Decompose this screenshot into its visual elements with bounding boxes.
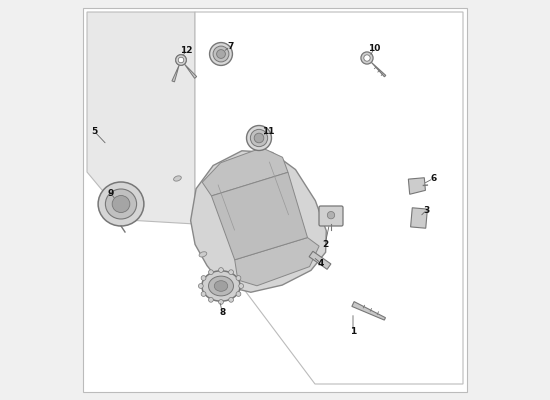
Circle shape (236, 292, 241, 296)
Ellipse shape (202, 271, 240, 301)
Ellipse shape (98, 182, 144, 226)
Circle shape (201, 276, 206, 280)
FancyBboxPatch shape (319, 206, 343, 226)
Circle shape (178, 57, 184, 63)
Circle shape (229, 270, 234, 274)
Ellipse shape (213, 46, 229, 62)
Circle shape (361, 52, 373, 64)
Text: 9: 9 (108, 189, 114, 198)
Circle shape (218, 300, 223, 304)
Circle shape (229, 298, 234, 302)
Polygon shape (191, 151, 326, 292)
Text: 3: 3 (423, 206, 430, 215)
Ellipse shape (246, 126, 272, 150)
Ellipse shape (112, 196, 130, 212)
Ellipse shape (208, 276, 234, 296)
Circle shape (208, 270, 213, 274)
Ellipse shape (174, 176, 182, 181)
Text: 5: 5 (91, 127, 97, 136)
Text: 4: 4 (318, 259, 324, 268)
Ellipse shape (210, 42, 233, 66)
Circle shape (175, 55, 186, 65)
Polygon shape (408, 178, 425, 194)
Text: 8: 8 (219, 308, 225, 317)
Polygon shape (235, 238, 319, 286)
Circle shape (201, 292, 206, 296)
Ellipse shape (250, 129, 268, 147)
Polygon shape (184, 64, 197, 78)
Ellipse shape (199, 252, 207, 257)
Polygon shape (195, 12, 463, 384)
Text: 12: 12 (180, 46, 192, 55)
Text: 7: 7 (227, 42, 233, 51)
Circle shape (236, 276, 241, 280)
Text: 2: 2 (322, 240, 328, 249)
Polygon shape (352, 302, 386, 320)
Text: 1: 1 (350, 327, 356, 336)
Text: 10: 10 (368, 44, 381, 53)
Polygon shape (172, 65, 179, 82)
Circle shape (199, 284, 204, 288)
Circle shape (178, 57, 184, 63)
Polygon shape (371, 62, 386, 77)
Polygon shape (411, 208, 427, 228)
Polygon shape (309, 251, 331, 269)
Circle shape (239, 284, 244, 288)
Polygon shape (211, 172, 307, 260)
Circle shape (208, 298, 213, 302)
Circle shape (175, 55, 186, 65)
Circle shape (364, 55, 370, 61)
Circle shape (327, 212, 335, 219)
Polygon shape (202, 148, 288, 196)
Ellipse shape (254, 133, 264, 143)
Ellipse shape (106, 189, 136, 219)
Circle shape (218, 268, 223, 272)
Ellipse shape (214, 281, 228, 291)
Ellipse shape (217, 50, 226, 58)
Text: 11: 11 (262, 127, 275, 136)
Text: 6: 6 (430, 174, 437, 183)
Polygon shape (87, 12, 195, 224)
